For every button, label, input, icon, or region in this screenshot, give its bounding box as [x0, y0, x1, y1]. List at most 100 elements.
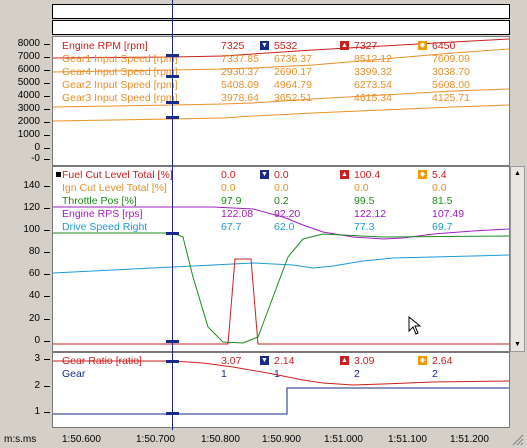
legend-engine-rpm[interactable]: Engine RPM [rpm]: [62, 40, 148, 52]
time-axis[interactable]: 1:50.600 1:50.700 1:50.800 1:50.900 1:51…: [52, 426, 508, 446]
value-avg: 81.5: [432, 195, 453, 207]
top-strip-1[interactable]: [52, 4, 510, 19]
pane1-ytick: 3000: [2, 103, 50, 114]
value-max: 6273.54: [354, 79, 392, 91]
x-tick: 1:50.800: [201, 434, 240, 445]
pane-cut-throttle-plot: [53, 206, 509, 345]
max-marker-icon: ▲: [340, 41, 349, 50]
x-axis-unit: m:s.ms: [4, 434, 37, 445]
value-cur: 97.9: [221, 195, 242, 207]
pane2-ytick: 40: [2, 290, 50, 301]
value-min: 4964.79: [274, 79, 312, 91]
value-avg: 7609.09: [432, 53, 470, 65]
value-cur: 3978.64: [221, 92, 259, 104]
legend-gear3-input[interactable]: Gear3 Input Speed [rpm]: [62, 92, 178, 104]
pane3-ytick: 1: [2, 406, 50, 417]
mouse-pointer-icon: [408, 316, 422, 335]
pane2-ytick: 140: [2, 180, 50, 191]
pane1-ytick: 6000: [2, 64, 50, 75]
value-min: 1: [274, 368, 280, 380]
legend-engine-rps[interactable]: Engine RPS [rps]: [62, 208, 143, 220]
value-max: 3399.32: [354, 66, 392, 78]
legend-gear[interactable]: Gear: [62, 368, 86, 380]
value-min: 92.20: [274, 208, 301, 220]
top-strip-2[interactable]: [52, 20, 510, 35]
pane-rpm[interactable]: [52, 36, 510, 166]
value-min: 2.14: [274, 355, 295, 367]
value-cur: 2930.37: [221, 66, 259, 78]
legend-gear1-input[interactable]: Gear1 Input Speed [rpm]: [62, 53, 178, 65]
avg-marker-icon: ◆: [418, 41, 427, 50]
min-marker-icon: ▼: [260, 41, 269, 50]
pane2-ytick: 80: [2, 246, 50, 257]
time-cursor[interactable]: [172, 0, 173, 430]
x-tick: 1:51.100: [388, 434, 427, 445]
value-min: 2690.17: [274, 66, 312, 78]
pane-gear[interactable]: [52, 352, 510, 428]
value-cur: 7325: [221, 40, 245, 52]
value-cur: 0.0: [221, 169, 236, 181]
value-min: 3652.51: [274, 92, 312, 104]
x-tick: 1:50.700: [136, 434, 175, 445]
value-max: 7327: [354, 40, 378, 52]
pane1-ytick: 4000: [2, 90, 50, 101]
value-max: 4615.34: [354, 92, 392, 104]
value-avg: 4125.71: [432, 92, 470, 104]
pane-rpm-plot: [53, 38, 509, 122]
value-max: 3.09: [354, 355, 375, 367]
pane2-ytick: 120: [2, 202, 50, 213]
scroll-down-icon[interactable]: ▼: [514, 341, 521, 348]
cursor-marker: [166, 75, 179, 78]
pane1-ytick: 1000: [2, 129, 50, 140]
cursor-marker: [166, 360, 179, 363]
value-avg: 2: [432, 368, 438, 380]
value-min: 6736.37: [274, 53, 312, 65]
avg-marker-icon: ◆: [418, 170, 427, 179]
pane1-ytick: 0: [2, 142, 50, 153]
max-marker-icon: ▲: [340, 356, 349, 365]
value-max: 99.5: [354, 195, 375, 207]
pane2-ytick: 20: [2, 313, 50, 324]
scroll-up-icon[interactable]: ▲: [514, 170, 521, 177]
active-channel-indicator: [56, 172, 61, 177]
pane1-ytick: 5000: [2, 77, 50, 88]
legend-gear4-input[interactable]: Gear4 Input Speed [rpm]: [62, 66, 178, 78]
value-max: 77.3: [354, 221, 375, 233]
legend-fuel-cut[interactable]: Fuel Cut Level Total [%]: [62, 169, 173, 181]
avg-marker-icon: ◆: [418, 356, 427, 365]
pane2-ytick: 100: [2, 224, 50, 235]
legend-ign-cut[interactable]: Ign Cut Level Total [%]: [62, 182, 167, 194]
x-tick: 1:50.600: [62, 434, 101, 445]
pane3-ytick: 3: [2, 353, 50, 364]
pane-cut-throttle[interactable]: [52, 166, 510, 352]
legend-drive-speed[interactable]: Drive Speed Right: [62, 221, 148, 233]
legend-throttle[interactable]: Throttle Pos [%]: [62, 195, 137, 207]
value-avg: 3038.70: [432, 66, 470, 78]
max-marker-icon: ▲: [340, 170, 349, 179]
value-min: 62.0: [274, 221, 295, 233]
pane1-ytick: 2000: [2, 116, 50, 127]
pane2-scrollbar[interactable]: ▲ ▼: [510, 166, 525, 352]
value-avg: 5.4: [432, 169, 447, 181]
value-cur: 7337.85: [221, 53, 259, 65]
value-avg: 6450: [432, 40, 456, 52]
resize-grip-icon[interactable]: [510, 432, 524, 446]
cursor-marker: [166, 412, 179, 415]
legend-gear2-input[interactable]: Gear2 Input Speed [rpm]: [62, 79, 178, 91]
min-marker-icon: ▼: [260, 170, 269, 179]
value-avg: 0.0: [432, 182, 447, 194]
pane1-ytick: -0: [2, 153, 50, 164]
legend-gear-ratio[interactable]: Gear Ratio [ratio]: [62, 355, 142, 367]
pane1-ytick: 7000: [2, 51, 50, 62]
value-min: 0.0: [274, 169, 289, 181]
value-min: 5532: [274, 40, 298, 52]
cursor-marker: [166, 101, 179, 104]
x-tick: 1:50.900: [262, 434, 301, 445]
cursor-marker: [166, 116, 179, 119]
value-avg: 5608.00: [432, 79, 470, 91]
pane2-ytick: 60: [2, 268, 50, 279]
cursor-marker: [166, 54, 179, 57]
pane3-ytick: 2: [2, 380, 50, 391]
value-max: 122.12: [354, 208, 387, 220]
